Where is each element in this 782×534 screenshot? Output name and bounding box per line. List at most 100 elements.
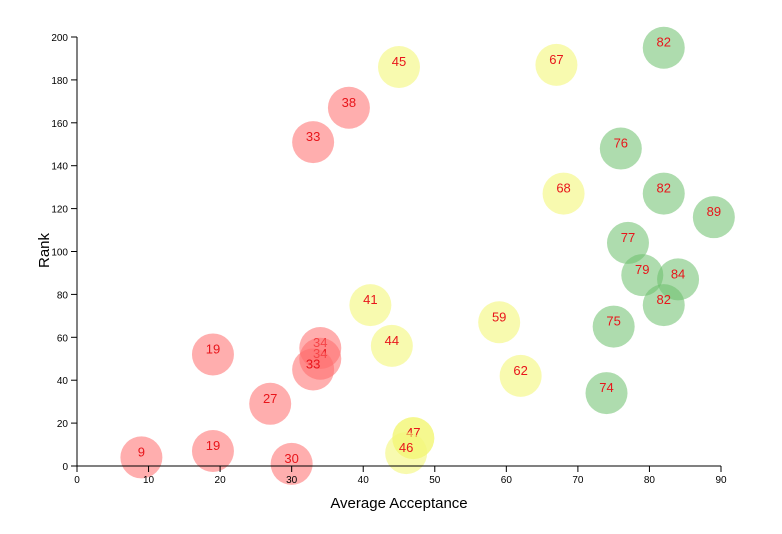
data-point-bubble: [370, 324, 413, 367]
data-point: 62: [499, 354, 542, 397]
x-tick-label: 0: [74, 475, 80, 486]
y-tick-label: 180: [51, 76, 68, 87]
data-point-label: 19: [206, 438, 220, 453]
data-point-label: 44: [385, 333, 399, 348]
x-tick-label: 70: [572, 475, 584, 486]
data-point-label: 62: [513, 363, 527, 378]
data-point-label: 89: [707, 204, 721, 219]
x-tick-label: 20: [215, 475, 227, 486]
data-point: 79: [621, 254, 664, 297]
data-point-label: 79: [635, 262, 649, 277]
data-point-label: 76: [614, 136, 628, 151]
data-point: 9: [120, 436, 163, 479]
y-tick-label: 60: [57, 333, 69, 344]
data-point-bubble: [599, 127, 642, 170]
data-point-label: 41: [363, 292, 377, 307]
data-point-bubble: [349, 284, 392, 327]
data-point: 33: [292, 121, 335, 164]
data-point-bubble: [642, 26, 685, 69]
data-point: 77: [606, 221, 649, 264]
data-point: 33: [292, 348, 335, 391]
data-point-bubble: [191, 333, 234, 376]
data-point-label: 82: [657, 292, 671, 307]
x-axis-title: Average Acceptance: [330, 495, 467, 512]
data-point: 76: [599, 127, 642, 170]
data-point: 30: [270, 442, 313, 485]
data-point-bubble: [535, 43, 578, 86]
y-axis-ticks: 0 20 40 60 80 100 120 140 160 180 200: [51, 33, 77, 473]
data-point-label: 46: [399, 440, 413, 455]
y-tick-label: 20: [57, 419, 69, 430]
data-point-label: 77: [621, 230, 635, 245]
data-point-bubble: [592, 305, 635, 348]
data-point: 89: [692, 196, 735, 239]
data-point-bubble: [191, 429, 234, 472]
data-point-bubble: [642, 284, 685, 327]
data-point: 45: [378, 46, 420, 89]
data-point: 82: [642, 26, 685, 69]
data-point-label: 75: [606, 314, 620, 329]
data-point-bubble: [270, 442, 313, 485]
data-point-label: 9: [138, 444, 145, 459]
data-point: 74: [585, 372, 628, 415]
axes: 0 10 20 30 40 50 60 70 80 90 0 20 40 60 80 100 120 140 16…: [51, 33, 727, 486]
data-point-bubble: [542, 172, 585, 215]
data-point-label: 27: [263, 391, 277, 406]
x-tick-label: 40: [358, 475, 370, 486]
data-point-label: 38: [342, 95, 356, 110]
data-point: 19: [191, 429, 234, 472]
data-point-label: 68: [556, 181, 570, 196]
data-point-bubble: [292, 121, 335, 164]
x-tick-label: 50: [429, 475, 441, 486]
data-point: 75: [592, 305, 635, 348]
data-point-bubble: [621, 254, 664, 297]
data-point-label: 30: [284, 451, 298, 466]
data-point-label: 67: [549, 52, 563, 67]
data-point: 38: [327, 86, 370, 129]
data-point-bubble: [327, 86, 370, 129]
data-point: 59: [478, 301, 521, 344]
y-tick-label: 100: [51, 248, 68, 259]
y-tick-label: 200: [51, 33, 68, 44]
y-axis-title: Rank: [36, 232, 53, 268]
y-tick-label: 140: [51, 162, 68, 173]
data-point-label: 45: [392, 54, 406, 69]
x-tick-label: 90: [715, 475, 727, 486]
y-tick-label: 160: [51, 119, 68, 130]
data-point-label: 33: [306, 356, 320, 371]
data-point: 67: [535, 43, 578, 86]
data-point-label: 82: [657, 35, 671, 50]
x-tick-label: 10: [143, 475, 155, 486]
y-tick-label: 80: [57, 290, 69, 301]
bubble-layer: 8245673833766882897779848241597534441934…: [120, 26, 735, 485]
data-point-bubble: [120, 436, 163, 479]
y-tick-label: 40: [57, 376, 69, 387]
data-point-label: 33: [306, 129, 320, 144]
data-point-bubble: [606, 221, 649, 264]
data-point-label: 84: [671, 266, 685, 281]
data-point-bubble: [249, 382, 292, 425]
data-point-bubble: [692, 196, 735, 239]
y-tick-label: 0: [62, 462, 68, 473]
data-point: 27: [249, 382, 292, 425]
data-point: 46: [385, 432, 428, 475]
data-point-bubble: [585, 372, 628, 415]
x-tick-label: 80: [644, 475, 656, 486]
data-point-bubble: [499, 354, 542, 397]
data-point: 68: [542, 172, 585, 215]
data-point-label: 82: [657, 181, 671, 196]
data-point-label: 19: [206, 341, 220, 356]
x-tick-label: 30: [286, 475, 298, 486]
data-point-bubble: [642, 172, 685, 215]
data-point: 82: [642, 172, 685, 215]
data-point-label: 74: [599, 380, 613, 395]
data-point: 19: [191, 333, 234, 376]
data-point-bubble: [478, 301, 521, 344]
data-point-bubble: [292, 348, 335, 391]
data-point: 82: [642, 284, 685, 327]
data-point: 44: [370, 324, 413, 367]
data-point: 41: [349, 284, 392, 327]
data-point-bubble: [385, 432, 428, 475]
x-axis-ticks: 0 10 20 30 40 50 60 70 80 90: [74, 466, 727, 486]
